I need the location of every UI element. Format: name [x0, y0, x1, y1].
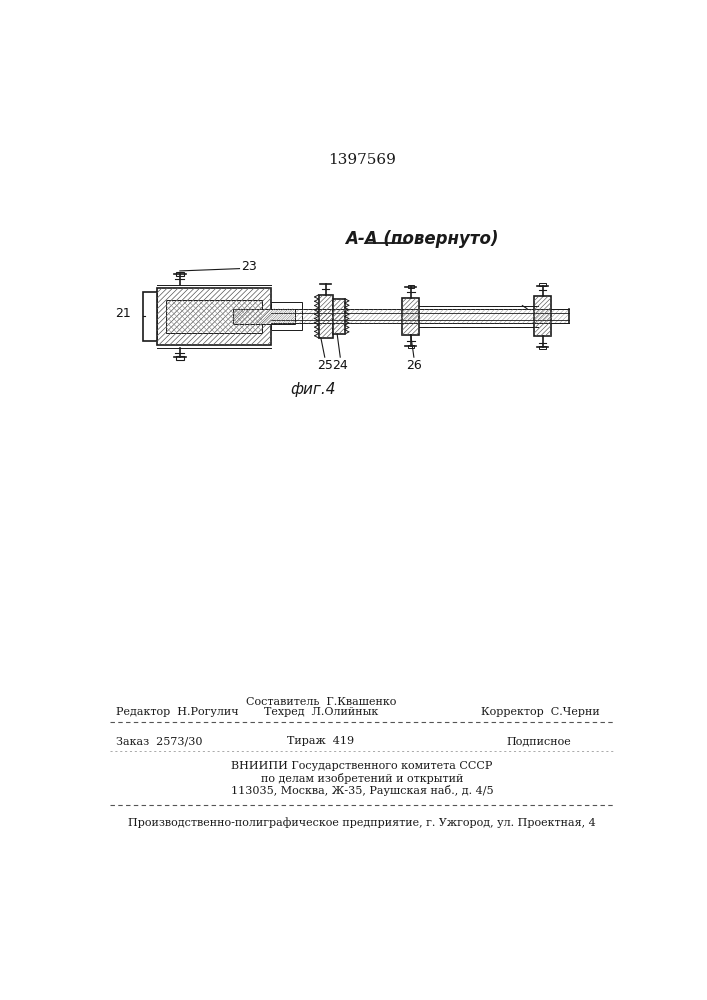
Bar — [408, 345, 414, 348]
Text: фиг.4: фиг.4 — [291, 382, 336, 397]
Text: по делам изобретений и открытий: по делам изобретений и открытий — [261, 773, 463, 784]
Bar — [408, 285, 414, 288]
Bar — [176, 272, 184, 276]
Text: Редактор  Н.Рогулич: Редактор Н.Рогулич — [115, 707, 238, 717]
Bar — [539, 346, 546, 349]
Text: 21: 21 — [115, 307, 131, 320]
Bar — [166, 300, 262, 333]
Text: Заказ  2573/30: Заказ 2573/30 — [115, 736, 202, 746]
Text: Составитель  Г.Квашенко: Составитель Г.Квашенко — [246, 697, 396, 707]
Bar — [319, 295, 332, 338]
Bar — [233, 309, 295, 324]
Text: 23: 23 — [241, 260, 257, 273]
Bar — [143, 292, 156, 341]
Text: 24: 24 — [332, 359, 348, 372]
Text: 113035, Москва, Ж-35, Раушская наб., д. 4/5: 113035, Москва, Ж-35, Раушская наб., д. … — [230, 785, 493, 796]
Text: Производственно-полиграфическое предприятие, г. Ужгород, ул. Проектная, 4: Производственно-полиграфическое предприя… — [128, 817, 596, 828]
Text: 26: 26 — [406, 359, 422, 372]
Text: Техред  Л.Олийнык: Техред Л.Олийнык — [264, 707, 378, 717]
Bar — [539, 283, 546, 286]
Bar — [534, 296, 551, 336]
Text: Подписное: Подписное — [507, 736, 572, 746]
Bar — [176, 356, 184, 360]
Bar — [402, 298, 419, 335]
Text: Тираж  419: Тираж 419 — [287, 736, 354, 746]
Bar — [332, 299, 345, 334]
Bar — [156, 288, 271, 345]
Text: ВНИИПИ Государственного комитета СССР: ВНИИПИ Государственного комитета СССР — [231, 761, 493, 771]
Text: 1397569: 1397569 — [328, 153, 396, 167]
Text: Корректор  С.Черни: Корректор С.Черни — [481, 707, 600, 717]
Text: 25: 25 — [317, 359, 333, 372]
Text: А-А (повернуто): А-А (повернуто) — [345, 230, 498, 248]
Bar — [271, 302, 303, 330]
